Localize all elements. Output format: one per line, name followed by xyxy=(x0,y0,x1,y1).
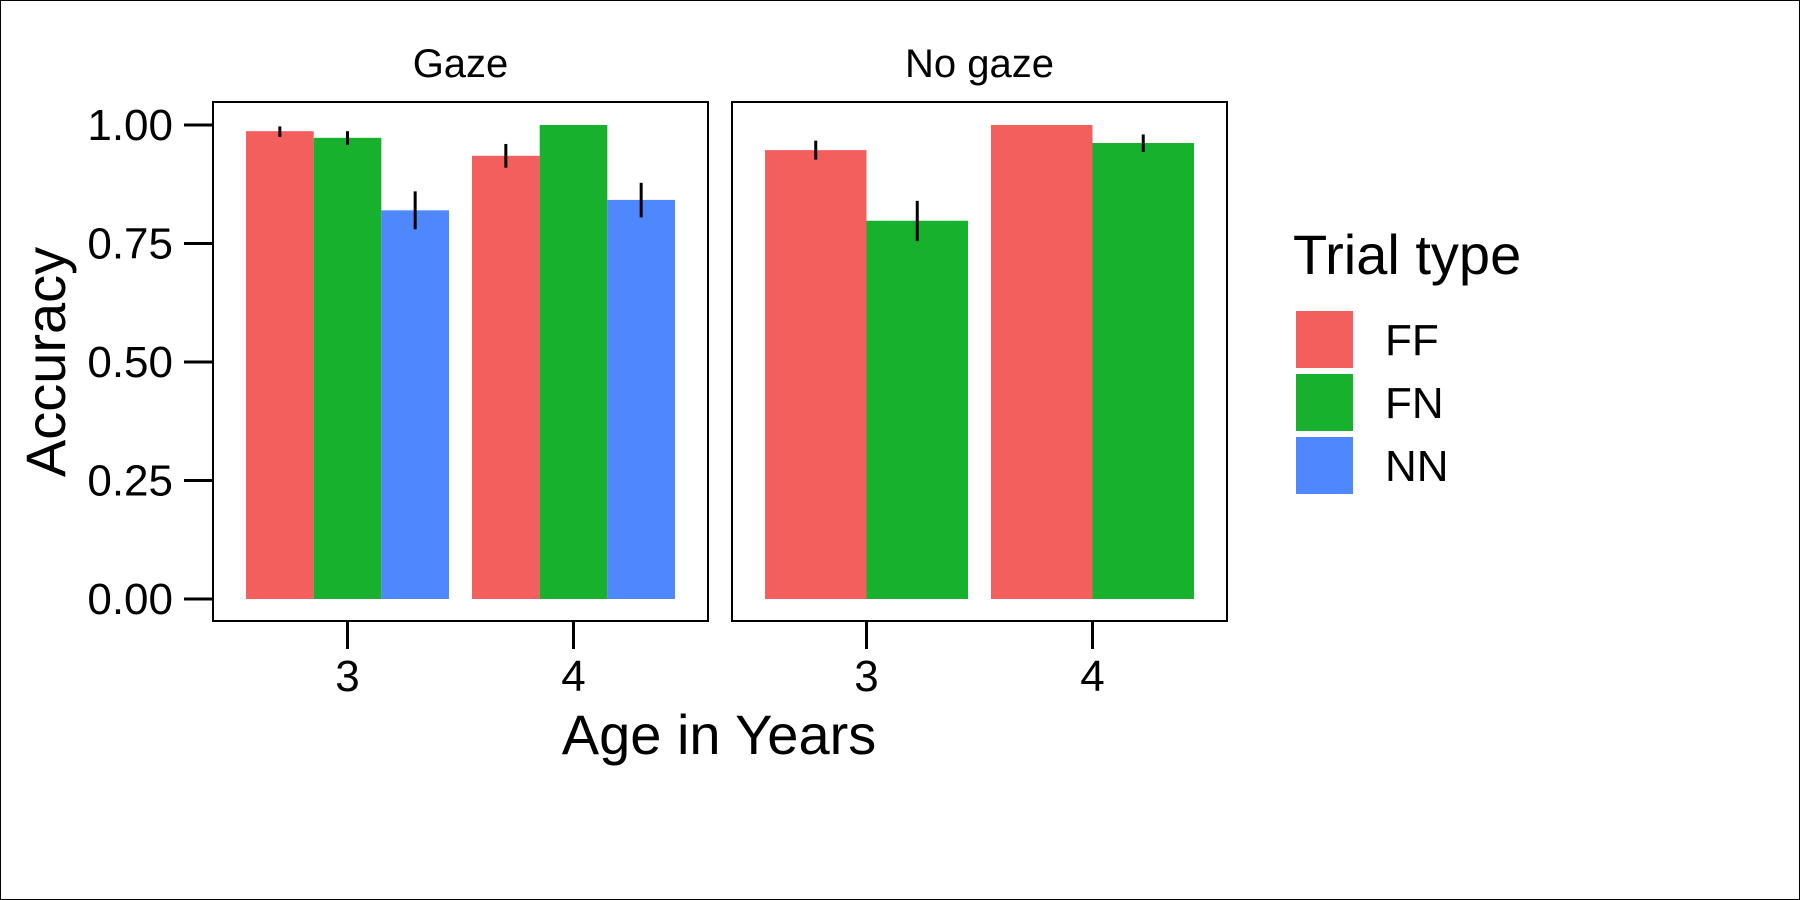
legend-swatch xyxy=(1296,437,1353,494)
facet-label: Gaze xyxy=(413,42,509,86)
bar-fn xyxy=(313,137,382,599)
y-axis: 0.00 0.25 0.50 0.75 1.00 xyxy=(87,101,213,624)
y-tick-label: 0.50 xyxy=(87,338,173,387)
facet-label: No gaze xyxy=(905,42,1054,86)
x-tick-label: 4 xyxy=(561,652,585,701)
bar-fn xyxy=(866,220,968,600)
x-tick-label: 3 xyxy=(335,652,359,701)
bar-nn xyxy=(607,199,675,599)
x-tick-label: 3 xyxy=(854,652,878,701)
panel-frame xyxy=(731,101,1228,622)
bar-nn xyxy=(381,210,449,599)
legend-label: FN xyxy=(1385,379,1444,428)
y-tick-label: 0.25 xyxy=(87,457,173,506)
legend-label: NN xyxy=(1385,442,1449,491)
bar-fn xyxy=(1092,143,1194,599)
bar-ff xyxy=(765,150,867,599)
legend-item-fn: FN xyxy=(1296,374,1444,431)
legend-swatch xyxy=(1296,374,1353,431)
panel-gaze: Gaze 3 4 xyxy=(212,42,709,701)
bar-fn xyxy=(539,125,608,599)
legend-item-nn: NN xyxy=(1296,437,1449,494)
bar-ff xyxy=(472,155,540,599)
x-axis-label: Age in Years xyxy=(562,703,876,766)
panel-no-gaze: No gaze 3 4 xyxy=(731,42,1228,701)
x-tick-label: 4 xyxy=(1080,652,1104,701)
legend-item-ff: FF xyxy=(1296,311,1439,368)
legend-title: Trial type xyxy=(1293,223,1521,286)
bar-ff xyxy=(991,125,1093,599)
y-tick-label: 1.00 xyxy=(87,101,173,150)
y-axis-label: Accuracy xyxy=(14,247,77,477)
y-tick-label: 0.75 xyxy=(87,220,173,269)
panels: Gaze 3 4 No gaze 3 4 0.00 0.25 0.50 0.75 1.00 xyxy=(87,42,1228,701)
y-tick-label: 0.00 xyxy=(87,575,173,624)
legend-items: FF FN NN xyxy=(1296,311,1449,494)
legend-label: FF xyxy=(1385,316,1439,365)
legend: Trial type FF FN NN xyxy=(1293,223,1521,494)
legend-swatch xyxy=(1296,311,1353,368)
bar-ff xyxy=(246,131,314,600)
